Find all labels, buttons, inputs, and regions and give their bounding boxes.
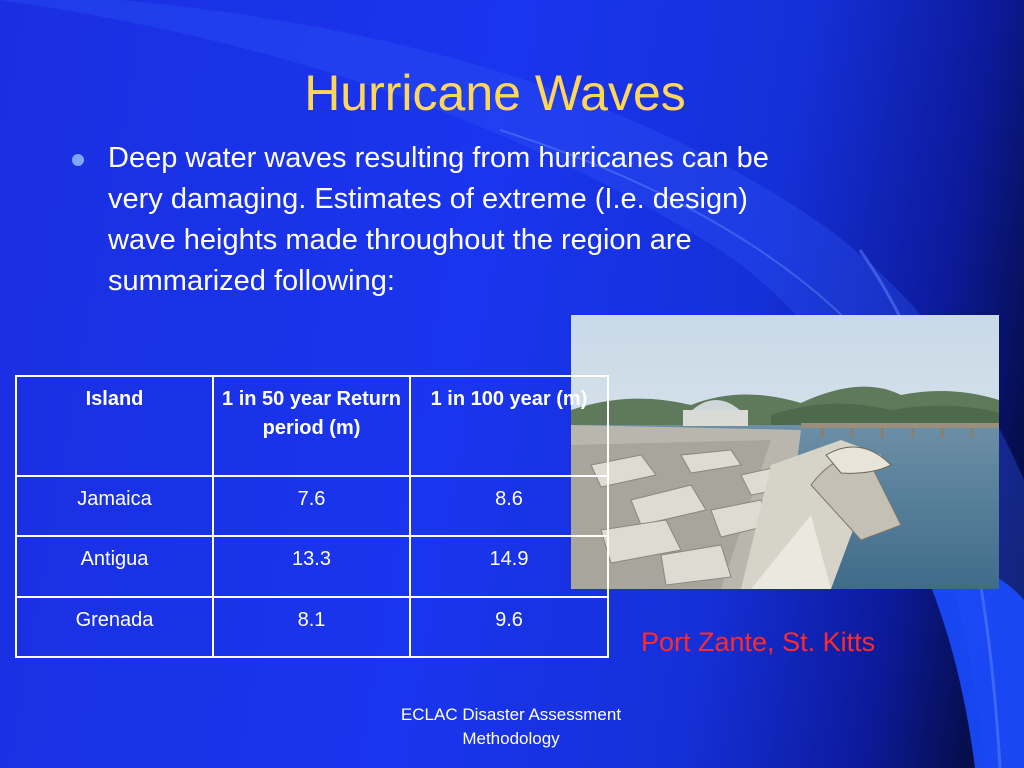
cell-50-year: 7.6 xyxy=(212,474,411,538)
cell-100-year: 9.6 xyxy=(409,595,609,659)
bullet-dot-icon xyxy=(72,154,84,166)
cell-island: Antigua xyxy=(15,535,214,598)
harbor-image xyxy=(571,315,999,589)
cell-50-year: 8.1 xyxy=(212,595,411,659)
header-100-year: 1 in 100 year (m) xyxy=(409,375,609,477)
wave-height-table: Island 1 in 50 year Return period (m) 1 … xyxy=(15,375,609,659)
table-row: Jamaica 7.6 8.6 xyxy=(15,474,609,538)
header-50-year: 1 in 50 year Return period (m) xyxy=(212,375,411,477)
cell-island: Grenada xyxy=(15,595,214,659)
cell-100-year: 8.6 xyxy=(409,474,609,538)
slide-footer: ECLAC Disaster Assessment Methodology xyxy=(400,705,622,748)
cell-100-year: 14.9 xyxy=(409,535,609,598)
table-row: Antigua 13.3 14.9 xyxy=(15,535,609,598)
photo-caption: Port Zante, St. Kitts xyxy=(641,627,876,657)
header-island: Island xyxy=(15,375,214,477)
table-row: Grenada 8.1 9.6 xyxy=(15,595,609,659)
port-zante-photo xyxy=(571,315,999,589)
bullet-text: Deep water waves resulting from hurrican… xyxy=(108,142,769,297)
table-header-row: Island 1 in 50 year Return period (m) 1 … xyxy=(15,375,609,477)
slide-title: Hurricane Waves xyxy=(304,65,686,121)
cell-island: Jamaica xyxy=(15,474,214,538)
cell-50-year: 13.3 xyxy=(212,535,411,598)
bullet-item: Deep water waves resulting from hurrican… xyxy=(72,138,792,302)
